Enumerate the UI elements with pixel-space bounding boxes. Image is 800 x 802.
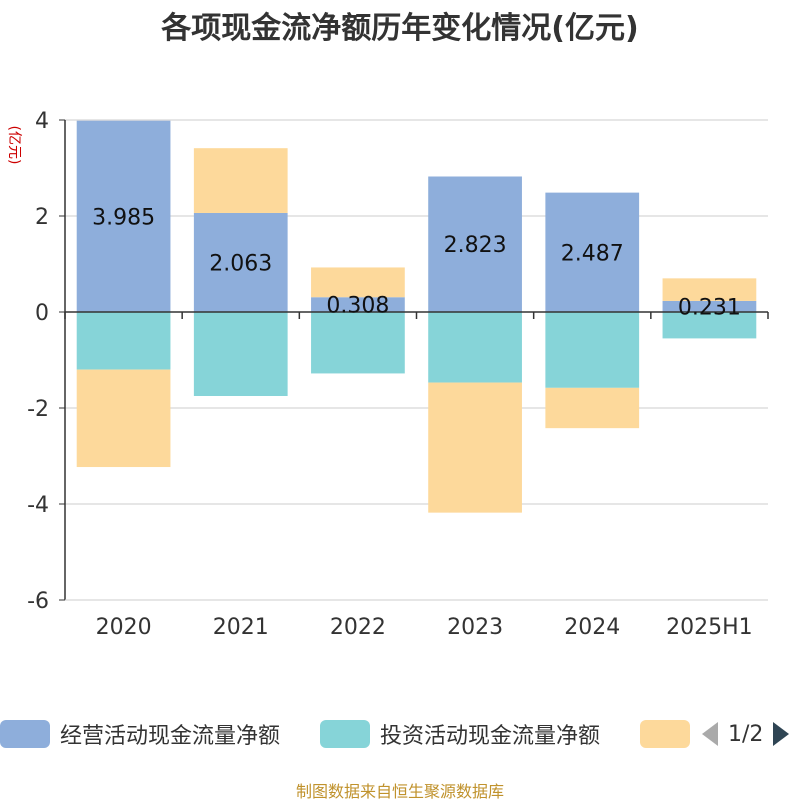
bar-segment-2 <box>311 312 405 374</box>
bar-segment-2 <box>662 312 757 339</box>
y-tick-label: -6 <box>27 589 49 614</box>
legend-swatch-investing <box>320 720 370 748</box>
legend-item-third[interactable] <box>640 716 700 752</box>
legend-next-arrow-icon[interactable] <box>771 720 791 748</box>
legend-page-indicator: 1/2 <box>728 721 764 747</box>
x-tick-label: 2025H1 <box>666 615 753 640</box>
legend-label-investing: 投资活动现金流量净额 <box>380 724 601 749</box>
bar-segment-1 <box>662 300 757 312</box>
bars <box>76 120 757 513</box>
y-tick-label: -4 <box>27 493 49 518</box>
bar-value-label: 3.985 <box>92 205 155 230</box>
x-tick-label: 2020 <box>96 615 152 640</box>
axes: 4 2 0 -2 -4 -6 2020 2021 2022 2023 2024 2025H1 <box>27 109 769 640</box>
y-tick-label: -2 <box>27 397 49 422</box>
bar-segment-1 <box>76 120 171 312</box>
bar-segment-3 <box>428 382 522 513</box>
bar-value-label: 2.063 <box>209 251 272 276</box>
y-tick-label: 4 <box>35 109 49 134</box>
bar-segment-3 <box>311 267 405 298</box>
source-note: 制图数据来自恒生聚源数据库 <box>295 782 504 801</box>
bar-segment-1 <box>311 297 405 312</box>
legend-item-operating[interactable]: 经营活动现金流量净额 <box>0 716 280 752</box>
legend-label-operating: 经营活动现金流量净额 <box>60 724 281 749</box>
bar-segment-2 <box>76 312 171 370</box>
data-labels: 3.985 2.063 0.308 2.823 2.487 0.231 <box>92 205 741 320</box>
bar-segment-3 <box>193 148 288 213</box>
x-tick-label: 2022 <box>330 615 386 640</box>
x-tick-label: 2024 <box>564 615 620 640</box>
legend-prev-arrow-icon[interactable] <box>700 720 720 748</box>
bar-segment-2 <box>193 312 288 396</box>
y-axis-unit: (亿元) <box>6 126 22 165</box>
legend-swatch-third <box>640 720 690 748</box>
bar-segment-3 <box>662 278 757 301</box>
bar-segment-3 <box>76 369 171 468</box>
bar-value-label: 2.823 <box>444 233 507 258</box>
bar-segment-2 <box>428 312 522 383</box>
legend-swatch-operating <box>0 720 50 748</box>
bar-value-label: 0.231 <box>678 295 741 320</box>
legend-pager: 1/2 <box>700 718 791 750</box>
bar-segment-3 <box>545 387 640 429</box>
y-tick-label: 2 <box>35 205 49 230</box>
bar-value-label: 0.308 <box>326 294 389 319</box>
chart-title: 各项现金流净额历年变化情况(亿元) <box>160 11 638 46</box>
y-tick-label: 0 <box>35 301 49 326</box>
x-tick-label: 2021 <box>213 615 269 640</box>
bar-segment-1 <box>545 192 640 312</box>
legend-item-investing[interactable]: 投资活动现金流量净额 <box>320 716 600 752</box>
bar-segment-1 <box>428 176 522 312</box>
bar-segment-1 <box>193 212 288 312</box>
bar-segment-2 <box>545 312 640 388</box>
x-tick-label: 2023 <box>447 615 503 640</box>
bar-value-label: 2.487 <box>561 241 624 266</box>
